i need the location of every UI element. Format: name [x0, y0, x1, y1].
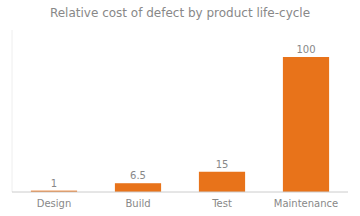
data-label: 15 — [216, 159, 229, 170]
x-tick-label: Maintenance — [274, 198, 338, 209]
x-tick-label: Test — [211, 198, 232, 209]
bar — [115, 183, 161, 192]
x-tick-label: Build — [125, 198, 150, 209]
bars — [31, 57, 329, 192]
y-axis-line — [12, 30, 13, 192]
bar — [283, 57, 329, 192]
chart-container: Relative cost of defect by product life-… — [0, 0, 360, 216]
x-tick-label: Design — [37, 198, 72, 209]
chart-svg: Relative cost of defect by product life-… — [0, 0, 360, 216]
chart-title: Relative cost of defect by product life-… — [50, 6, 310, 20]
bar — [199, 172, 245, 192]
x-axis-line — [12, 192, 348, 193]
data-label: 100 — [296, 44, 315, 55]
data-label: 6.5 — [130, 170, 146, 181]
data-label: 1 — [51, 178, 57, 189]
